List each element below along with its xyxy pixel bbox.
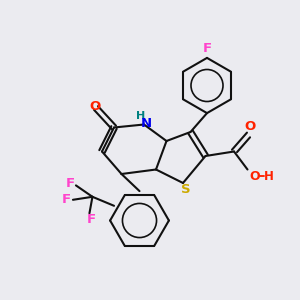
Text: N: N xyxy=(141,117,152,130)
Text: H: H xyxy=(264,169,274,183)
Text: F: F xyxy=(65,177,74,190)
Text: F: F xyxy=(86,213,95,226)
Text: F: F xyxy=(62,193,71,206)
Text: S: S xyxy=(181,183,190,196)
Text: H: H xyxy=(136,111,145,121)
Text: O: O xyxy=(89,100,100,113)
Text: O: O xyxy=(244,120,255,134)
Text: O: O xyxy=(250,169,260,183)
Text: F: F xyxy=(202,42,211,55)
